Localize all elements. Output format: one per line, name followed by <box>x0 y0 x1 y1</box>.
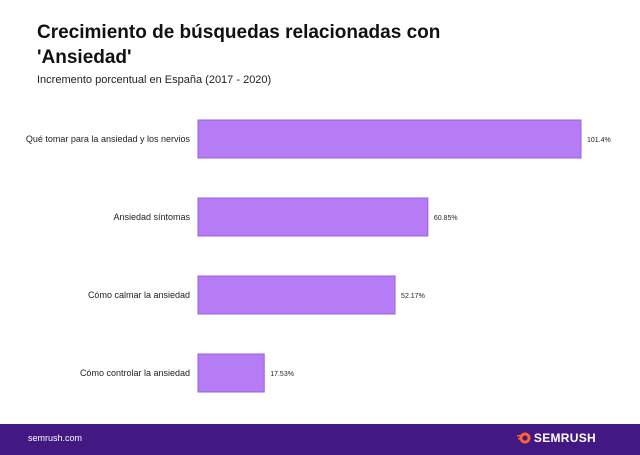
category-label: Ansiedad síntomas <box>113 212 190 222</box>
category-label: Qué tomar para la ansiedad y los nervios <box>26 134 191 144</box>
semrush-logo-icon <box>516 432 531 444</box>
bar <box>197 275 396 315</box>
chart-title: Crecimiento de búsquedas relacionadas co… <box>37 22 441 68</box>
value-label: 101.4% <box>587 137 611 144</box>
bar <box>197 119 582 159</box>
value-label: 52.17% <box>401 293 425 300</box>
category-label: Cómo controlar la ansiedad <box>80 368 190 378</box>
value-label: 60.85% <box>434 215 458 222</box>
value-label: 17.53% <box>270 371 294 378</box>
brand-name: SEMRUSH <box>533 431 596 445</box>
brand-logo: SEMRUSH <box>516 431 596 445</box>
footer: semrush.com SEMRUSH <box>0 424 640 455</box>
bar <box>197 353 265 393</box>
bar <box>197 197 429 237</box>
category-label: Cómo calmar la ansiedad <box>88 290 190 300</box>
site-link[interactable]: semrush.com <box>28 433 83 443</box>
chart-subtitle: Incremento porcentual en España (2017 - … <box>37 74 272 86</box>
